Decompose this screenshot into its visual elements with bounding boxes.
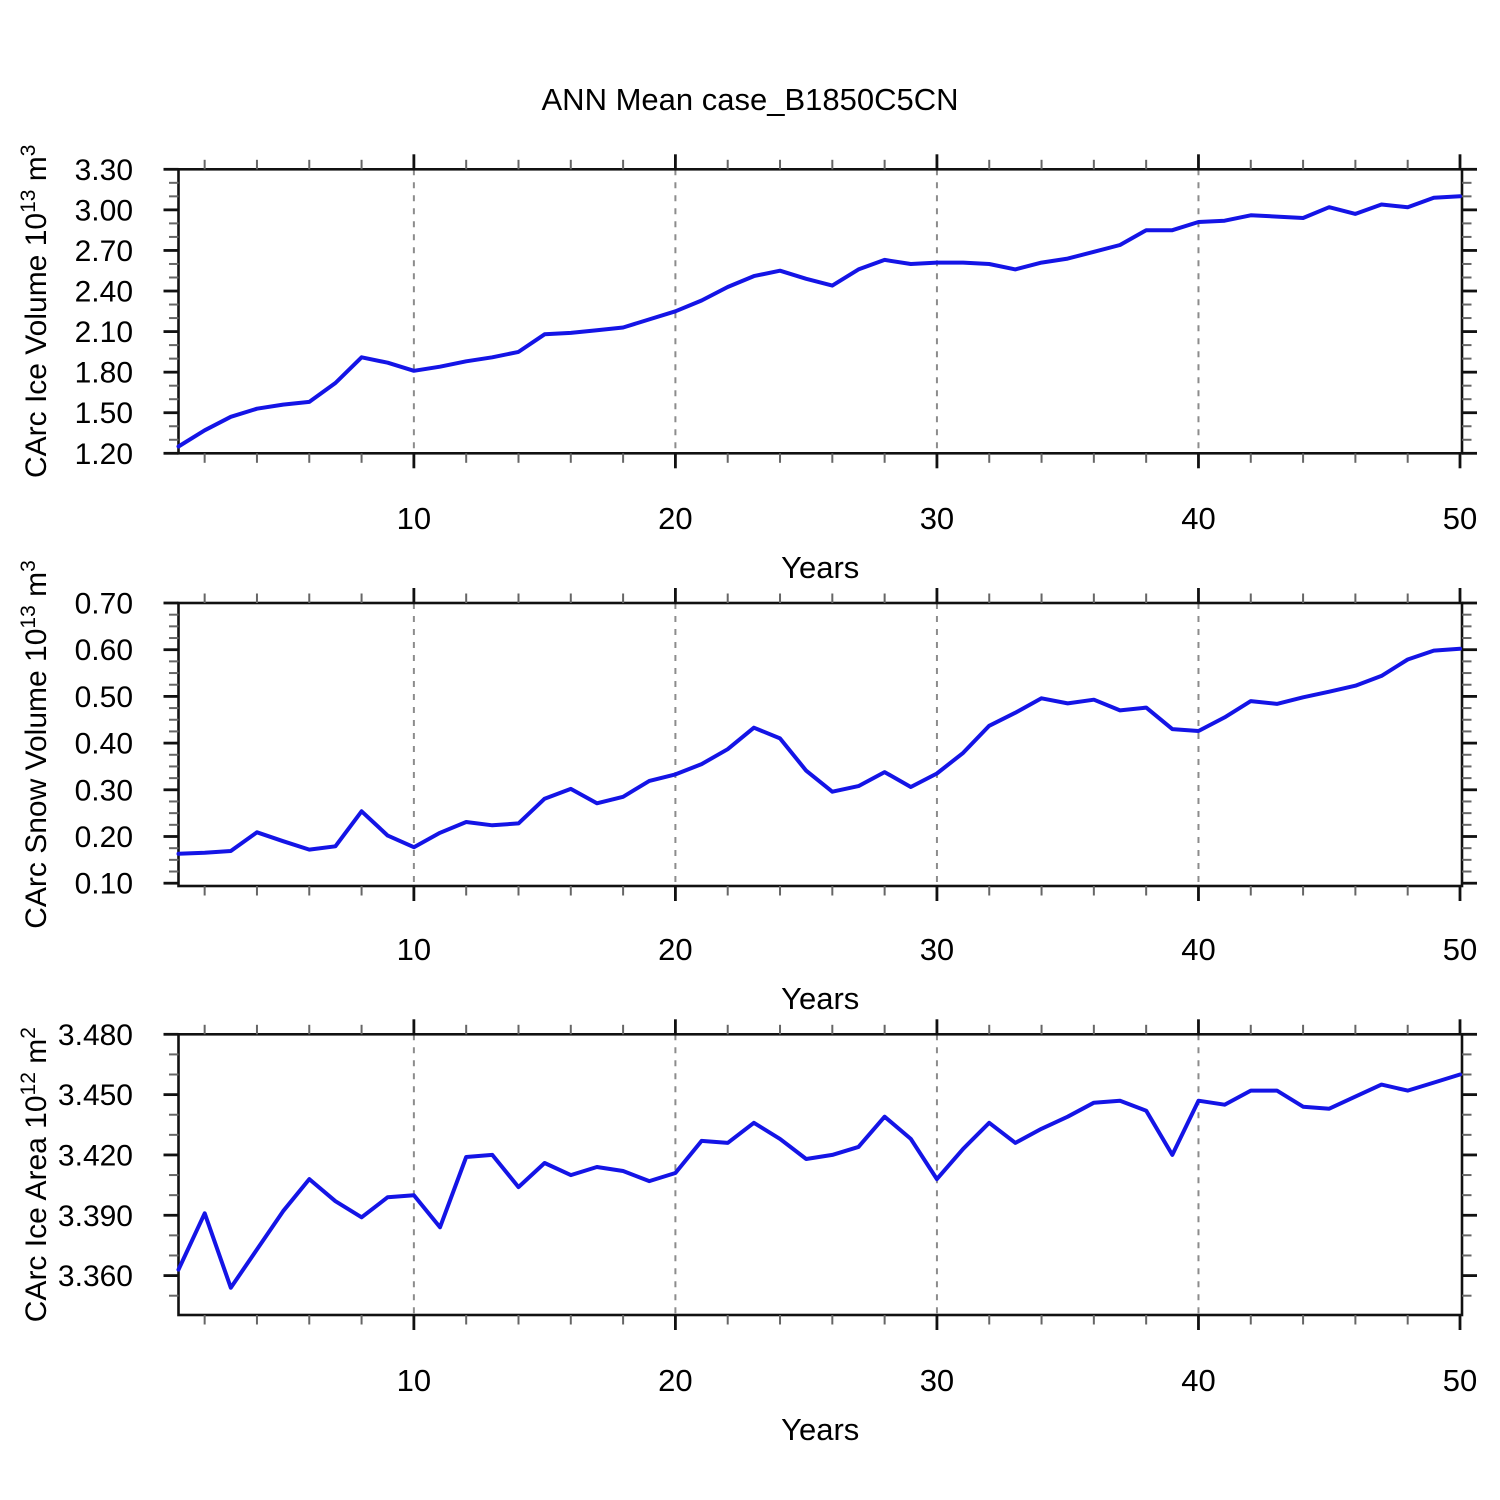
panel-snow-volume: 0.70 0.60 0.50 0.40 0.30 0.20 0.10 10 20 30 40 50 Ye… [17,560,1477,1016]
y-tick-label: 3.360 [58,1260,133,1293]
x-tick-label: 20 [658,501,692,536]
x-axis-title: Years [781,981,859,1016]
y-tick-label: 0.20 [75,821,133,854]
y-tick-label: 3.390 [58,1200,133,1233]
panel-ice-volume: 3.30 3.00 2.70 2.40 2.10 1.80 1.50 1.20 10 20 30 40… [17,145,1477,585]
x-tick-label: 30 [920,501,954,536]
y-tick-label: 2.10 [75,316,133,349]
y-tick-label: 0.70 [75,588,133,621]
y-tick-label: 0.60 [75,634,133,667]
y-tick-label: 1.20 [75,438,133,471]
y-tick-label: 0.30 [75,774,133,807]
y-axis-title: CArc Ice Area 1012 m2 [17,1027,53,1322]
y-tick-label: 2.70 [75,235,133,268]
y-tick-label: 3.30 [75,154,133,187]
x-tick-label: 30 [920,932,954,967]
x-tick-label: 10 [397,501,431,536]
x-tick-label: 30 [920,1363,954,1398]
x-tick-label: 20 [658,1363,692,1398]
y-tick-label: 3.420 [58,1139,133,1172]
snow-volume-series-line [176,646,1462,856]
y-tick-label: 3.450 [58,1079,133,1112]
y-tick-label: 0.50 [75,681,133,714]
plot-frame [177,601,1464,888]
y-tick-label: 3.480 [58,1019,133,1052]
ticks [163,154,1477,469]
plot-frame [177,1033,1464,1317]
x-tick-label: 20 [658,932,692,967]
ice-volume-series-line [176,194,1462,449]
ice-area-series-line [176,1072,1462,1290]
chart-title: ANN Mean case_B1850C5CN [542,82,959,117]
x-tick-label: 50 [1443,1363,1477,1398]
x-tick-label: 10 [397,932,431,967]
x-tick-label: 50 [1443,501,1477,536]
x-axis-title: Years [781,1412,859,1447]
x-tick-label: 50 [1443,932,1477,967]
x-tick-label: 40 [1181,932,1215,967]
y-tick-label: 1.50 [75,397,133,430]
panel-ice-area: 3.480 3.450 3.420 3.390 3.360 10 20 30 40 50 Years… [17,1019,1477,1447]
y-tick-label: 1.80 [75,357,133,390]
x-tick-label: 10 [397,1363,431,1398]
y-tick-label: 0.10 [75,868,133,901]
y-tick-label: 0.40 [75,728,133,761]
y-axis-title: CArc Ice Volume 1013 m3 [17,145,53,479]
x-axis-title: Years [781,550,859,585]
ticks [163,588,1477,901]
plot-frame [177,168,1464,455]
y-axis-title: CArc Snow Volume 1013 m3 [17,560,53,929]
x-tick-label: 40 [1181,501,1215,536]
ticks [163,1019,1477,1330]
y-tick-label: 3.00 [75,194,133,227]
y-tick-label: 2.40 [75,276,133,309]
x-tick-label: 40 [1181,1363,1215,1398]
